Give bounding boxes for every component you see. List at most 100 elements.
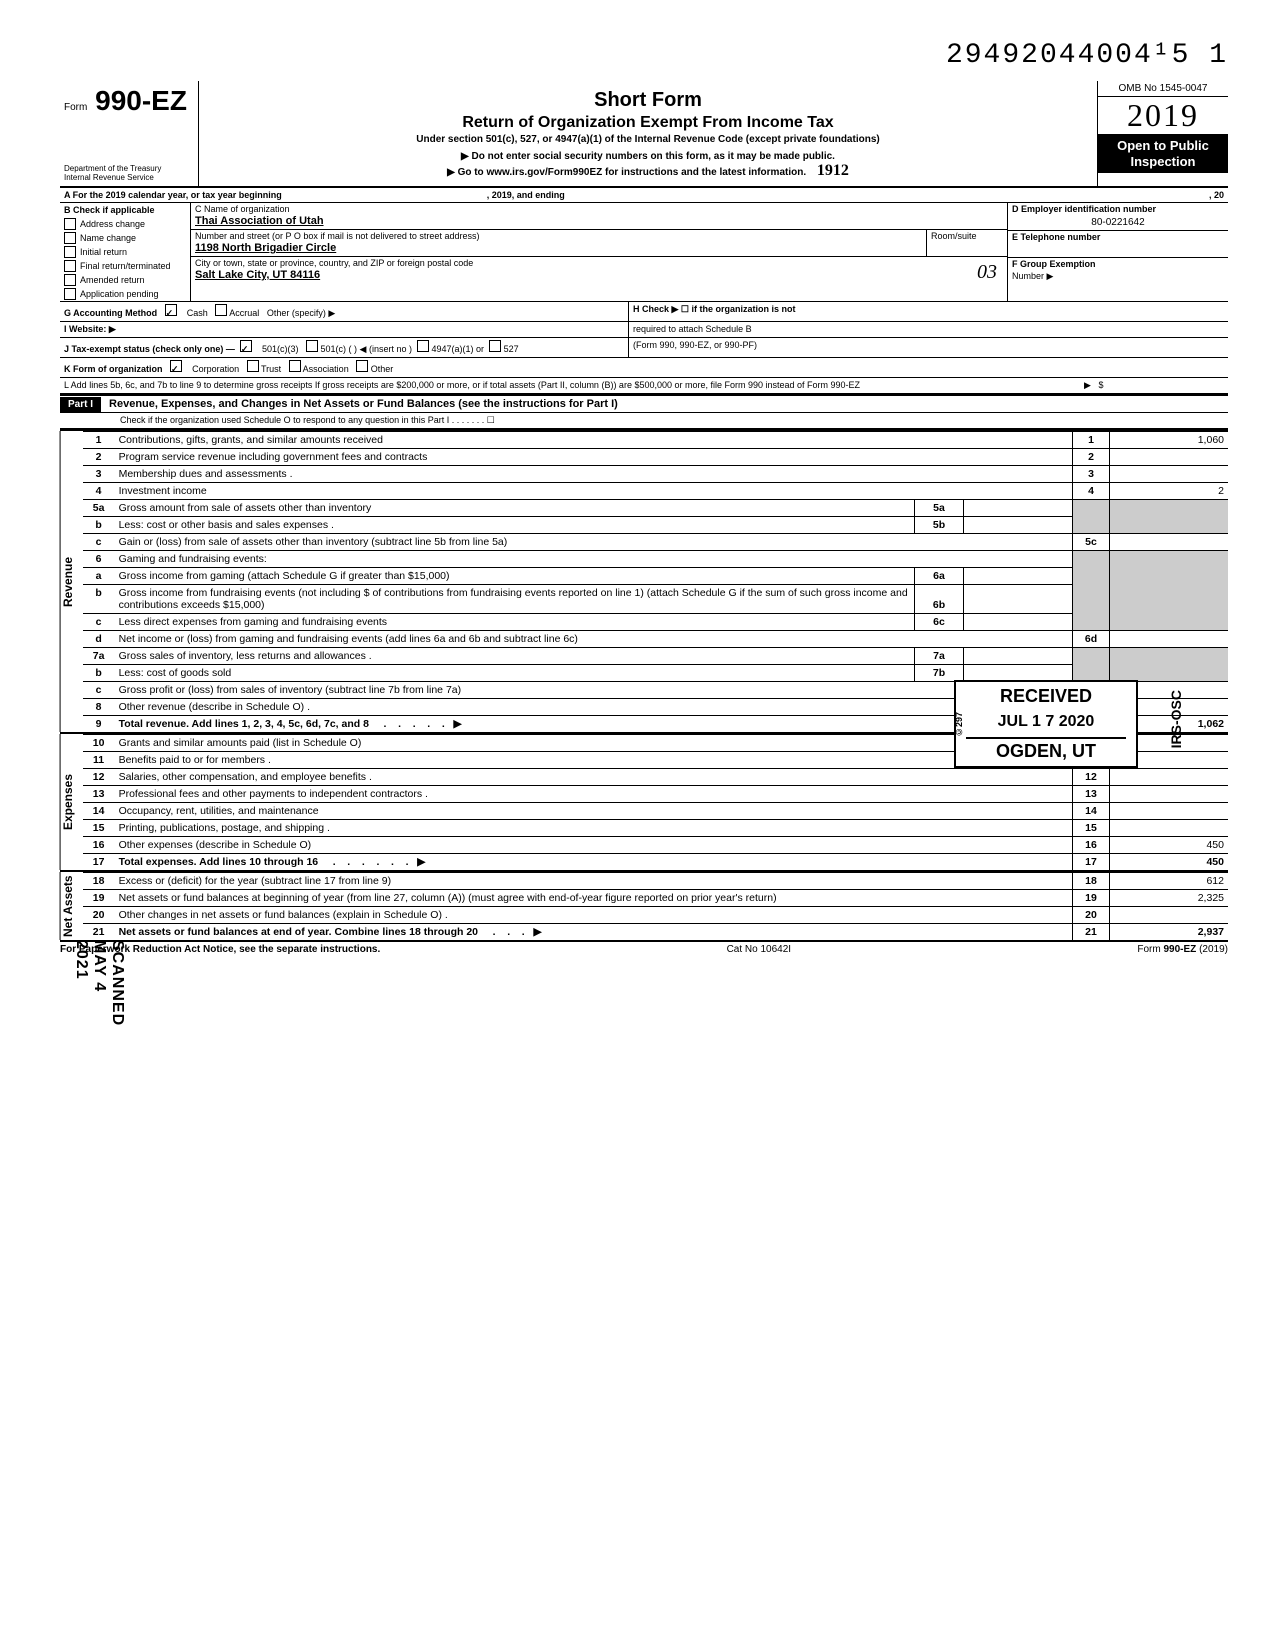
- notice-url: ▶ Go to www.irs.gov/Form990EZ for instru…: [447, 167, 806, 178]
- subtitle: Under section 501(c), 527, or 4947(a)(1)…: [205, 134, 1091, 145]
- check-association[interactable]: [289, 360, 301, 372]
- city-value: Salt Lake City, UT 84116: [191, 269, 1007, 283]
- check-amended-return[interactable]: [64, 274, 76, 286]
- org-info-block: B Check if applicable Address change Nam…: [60, 203, 1228, 302]
- handwritten-03: 03: [977, 261, 997, 284]
- h-label3: (Form 990, 990-EZ, or 990-PF): [633, 340, 757, 350]
- line-1-val: 1,060: [1110, 432, 1229, 449]
- handwritten-1912: 1912: [817, 162, 849, 179]
- line-5c-val: [1110, 534, 1229, 551]
- stamp-ogden: OGDEN, UT: [966, 741, 1126, 762]
- line-10-desc: Grants and similar amounts paid (list in…: [115, 735, 1073, 752]
- line-7a-desc: Gross sales of inventory, less returns a…: [115, 648, 915, 665]
- check-application-pending[interactable]: [64, 288, 76, 300]
- line-19-val: 2,325: [1110, 890, 1229, 907]
- g-other: Other (specify) ▶: [267, 308, 335, 318]
- g-label: G Accounting Method: [64, 308, 157, 318]
- received-stamp: RECEIVED ©297 JUL 1 7 2020 OGDEN, UT: [954, 680, 1138, 768]
- city-label: City or town, state or province, country…: [191, 257, 1007, 269]
- line-21-val: 2,937: [1110, 924, 1229, 941]
- j-501c: 501(c) ( ) ◀ (insert no ): [321, 344, 412, 354]
- line-13-desc: Professional fees and other payments to …: [115, 786, 1073, 803]
- line-4-desc: Investment income: [115, 483, 1073, 500]
- line-6a-desc: Gross income from gaming (attach Schedul…: [115, 568, 915, 585]
- line-2-desc: Program service revenue including govern…: [115, 449, 1073, 466]
- check-trust[interactable]: [247, 360, 259, 372]
- check-label: Amended return: [80, 275, 145, 285]
- check-501c[interactable]: [306, 340, 318, 352]
- line-a-3: , 20: [1000, 188, 1228, 202]
- line-14-val: [1110, 803, 1229, 820]
- check-accrual[interactable]: [215, 304, 227, 316]
- ein-value: 80-0221642: [1008, 215, 1228, 230]
- line-21-desc: Net assets or fund balances at end of ye…: [119, 926, 478, 938]
- line-7b-desc: Less: cost of goods sold: [115, 665, 915, 682]
- l-dollar: $: [1098, 380, 1103, 390]
- check-name-change[interactable]: [64, 232, 76, 244]
- i-label: I Website: ▶: [64, 324, 116, 334]
- part1-header: Part I: [60, 397, 101, 412]
- net-assets-table: 18Excess or (deficit) for the year (subt…: [83, 872, 1228, 940]
- line-6b-desc: Gross income from fundraising events (no…: [115, 585, 915, 614]
- j-4947: 4947(a)(1) or: [432, 344, 485, 354]
- k-corp: Corporation: [192, 364, 239, 374]
- part1-title: Revenue, Expenses, and Changes in Net As…: [101, 396, 626, 412]
- line-15-desc: Printing, publications, postage, and shi…: [115, 820, 1073, 837]
- line-8-desc: Other revenue (describe in Schedule O) .: [115, 699, 1073, 716]
- line-19-desc: Net assets or fund balances at beginning…: [115, 890, 1073, 907]
- check-527[interactable]: [489, 340, 501, 352]
- d-label: D Employer identification number: [1008, 203, 1228, 215]
- line-a-1: A For the 2019 calendar year, or tax yea…: [64, 190, 282, 200]
- l-arrow: ▶: [1084, 380, 1091, 390]
- line-a-2: , 2019, and ending: [487, 190, 565, 200]
- open-public-1: Open to Public: [1102, 138, 1224, 154]
- k-label: K Form of organization: [64, 364, 163, 374]
- j-label: J Tax-exempt status (check only one) —: [64, 344, 235, 354]
- check-label: Address change: [80, 219, 145, 229]
- c-label: C Name of organization: [191, 203, 1007, 215]
- h-label2: required to attach Schedule B: [633, 324, 752, 334]
- check-label: Final return/terminated: [80, 261, 171, 271]
- line-6c-desc: Less direct expenses from gaming and fun…: [115, 614, 915, 631]
- line-3-desc: Membership dues and assessments .: [115, 466, 1073, 483]
- h-label: H Check ▶ ☐ if the organization is not: [633, 304, 796, 314]
- f-label: F Group Exemption: [1008, 258, 1228, 270]
- line-14-desc: Occupancy, rent, utilities, and maintena…: [115, 803, 1073, 820]
- line-5c-desc: Gain or (loss) from sale of assets other…: [115, 534, 1073, 551]
- k-assoc: Association: [303, 364, 349, 374]
- org-name: Thai Association of Utah: [191, 215, 1007, 229]
- line-16-desc: Other expenses (describe in Schedule O): [115, 837, 1073, 854]
- addr-label: Number and street (or P O box if mail is…: [191, 230, 926, 242]
- dln-number: 29492044004¹5 1: [60, 40, 1228, 71]
- check-address-change[interactable]: [64, 218, 76, 230]
- line-18-desc: Excess or (deficit) for the year (subtra…: [115, 873, 1073, 890]
- check-label: Initial return: [80, 247, 127, 257]
- g-accrual: Accrual: [229, 308, 259, 318]
- expenses-label: Expenses: [60, 734, 83, 870]
- line-6-desc: Gaming and fundraising events:: [115, 551, 1073, 568]
- stamp-code: ©297: [954, 712, 964, 737]
- check-label: Application pending: [80, 289, 159, 299]
- form-label: Form: [64, 102, 87, 113]
- line-16-val: 450: [1110, 837, 1229, 854]
- f-label2: Number ▶: [1008, 270, 1228, 283]
- line-17-desc: Total expenses. Add lines 10 through 16: [119, 856, 319, 868]
- open-public-2: Inspection: [1102, 154, 1224, 170]
- check-4947[interactable]: [417, 340, 429, 352]
- main-title: Return of Organization Exempt From Incom…: [205, 114, 1091, 132]
- line-11-desc: Benefits paid to or for members .: [115, 752, 1073, 769]
- stamp-date: JUL 1 7 2020: [966, 713, 1126, 731]
- l-text: L Add lines 5b, 6c, and 7b to line 9 to …: [64, 380, 860, 390]
- check-initial-return[interactable]: [64, 246, 76, 258]
- e-label: E Telephone number: [1008, 231, 1228, 243]
- check-final-return[interactable]: [64, 260, 76, 272]
- part1-check-line: Check if the organization used Schedule …: [60, 413, 1228, 428]
- j-501c3: 501(c)(3): [262, 344, 299, 354]
- check-other-org[interactable]: [356, 360, 368, 372]
- line-7c-desc: Gross profit or (loss) from sales of inv…: [115, 682, 1073, 699]
- form-header: Form 990-EZ Department of the Treasury I…: [60, 81, 1228, 188]
- tax-year: 2019: [1127, 97, 1199, 133]
- notice-ssn: ▶ Do not enter social security numbers o…: [205, 151, 1091, 162]
- irs-label: Internal Revenue Service: [64, 173, 194, 182]
- line-12-desc: Salaries, other compensation, and employ…: [115, 769, 1073, 786]
